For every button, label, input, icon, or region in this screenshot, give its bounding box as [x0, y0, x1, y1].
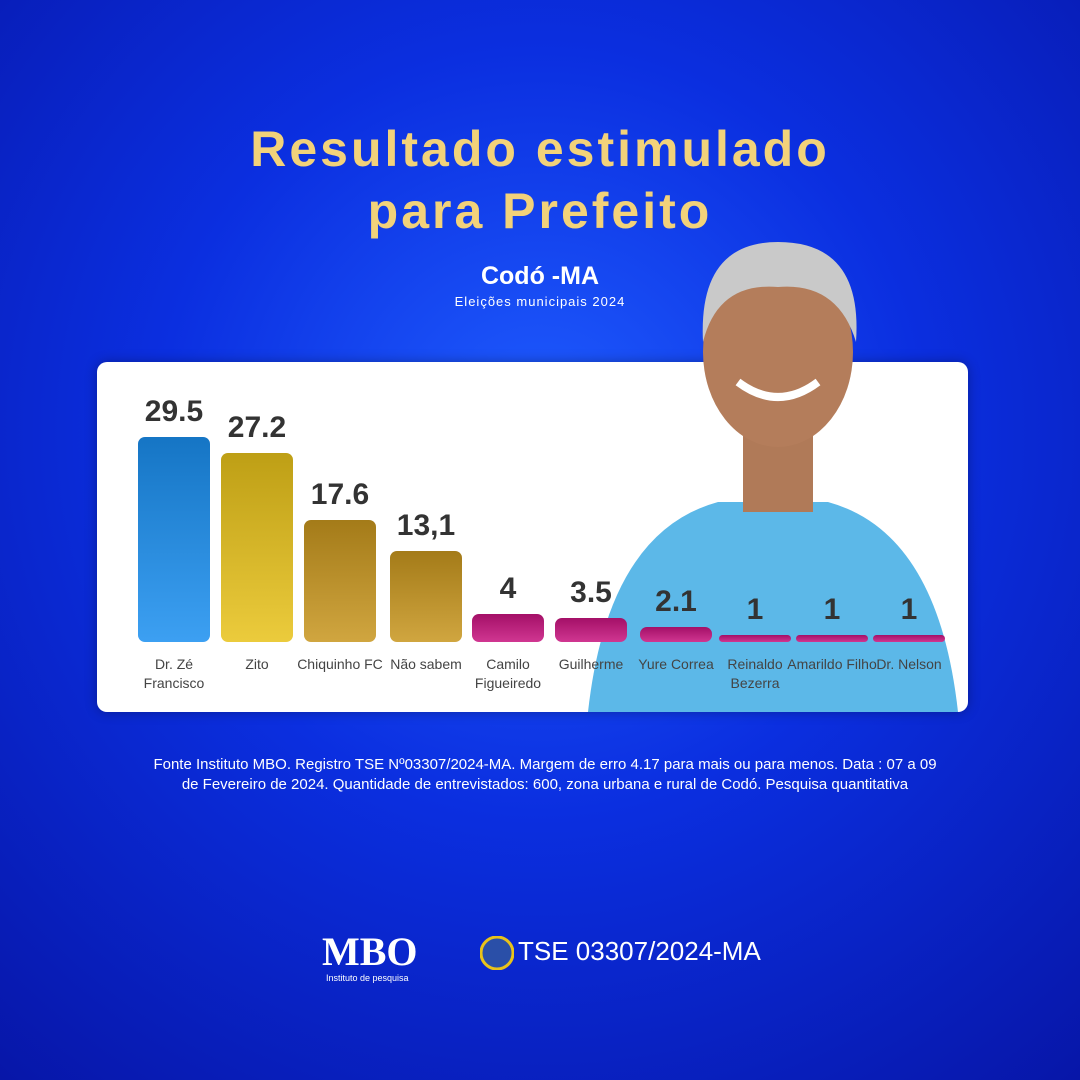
- x-tick-label: Amarildo Filho: [787, 656, 877, 672]
- x-tick-label: Guilherme: [558, 656, 624, 672]
- x-tick-label: Dr. Nelson: [876, 656, 942, 672]
- x-tick-label: Chiquinho FC: [297, 656, 383, 672]
- x-tick-label: Não sabem: [390, 656, 462, 672]
- x-tick-label: Yure Correa: [638, 656, 714, 672]
- bar: [719, 635, 791, 642]
- value-label: 27.2: [227, 410, 287, 444]
- bar: [873, 635, 945, 642]
- source-note: Fonte Instituto MBO. Registro TSE Nº0330…: [153, 756, 937, 793]
- logo: MBO: [322, 929, 418, 974]
- bar: [390, 550, 462, 642]
- x-tick-label: Zito: [245, 656, 269, 672]
- value-label: 4: [499, 572, 517, 606]
- chart-card: 29.5 Dr. Zé Francisco 27.2 Zito 17.6 Chiquinh…: [97, 242, 968, 712]
- value-label: 17.6: [310, 477, 370, 511]
- candidate-photo: [588, 242, 958, 712]
- registry: TSE 03307/2024-MA: [518, 936, 761, 966]
- chart-subtitle: Codó -MA: [480, 262, 600, 290]
- logo-caption: Instituto de pesquisa: [326, 973, 409, 983]
- value-label: 2.1: [655, 585, 697, 619]
- x-tick-label: Reinaldo Bezerra: [727, 656, 783, 691]
- x-tick-label: Camilo Figueiredo: [474, 656, 542, 691]
- bar: [304, 519, 376, 642]
- value-label: 1: [746, 593, 764, 627]
- tse-icon: [480, 936, 514, 970]
- x-tick-label: Dr. Zé Francisco: [143, 656, 205, 691]
- value-label: 3.5: [570, 575, 612, 609]
- value-label: 13,1: [396, 508, 456, 542]
- bar: [796, 635, 868, 642]
- value-label: 1: [900, 593, 918, 627]
- bar: [221, 452, 293, 642]
- value-label: 29.5: [144, 394, 204, 428]
- bar: [555, 617, 627, 642]
- bar: [138, 436, 210, 642]
- value-label: 1: [823, 593, 841, 627]
- chart-title: Resultado estimulado para Prefeito: [250, 121, 830, 239]
- bar: [472, 614, 544, 642]
- chart-caption: Eleições municipais 2024: [454, 294, 626, 309]
- bar: [640, 627, 712, 642]
